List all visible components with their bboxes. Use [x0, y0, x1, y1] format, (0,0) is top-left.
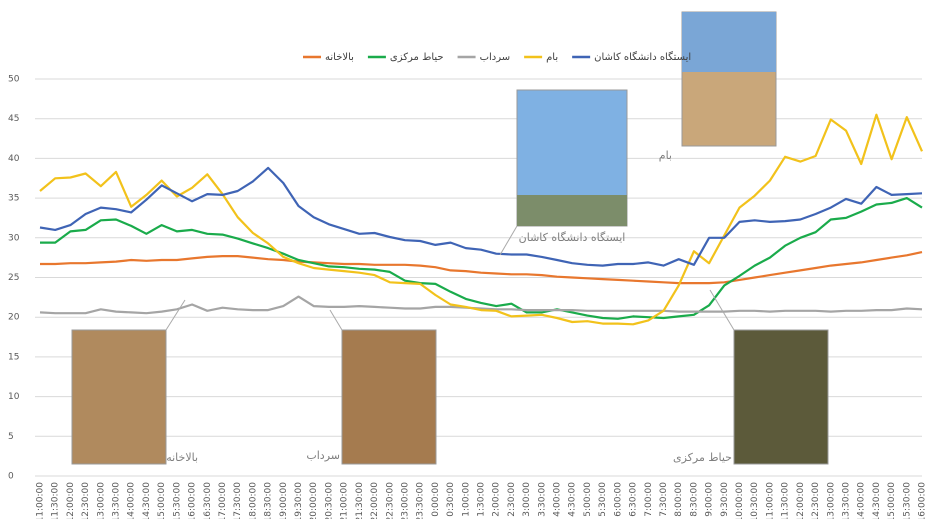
x-tick-label: 10:00:00 [735, 482, 745, 519]
x-tick-label: 15:30:00 [172, 482, 182, 519]
y-tick-label: 15 [8, 352, 19, 362]
leader-line [709, 289, 735, 331]
x-tick-label: 13:30:00 [841, 482, 851, 519]
x-tick-label: 18:30:00 [264, 482, 274, 519]
photos [71, 11, 829, 465]
x-tick-label: 12:00:00 [66, 482, 76, 519]
series-line [39, 295, 923, 315]
x-tick-label: 7:30:00 [659, 482, 669, 517]
y-tick-label: 5 [8, 432, 14, 442]
x-tick-label: 17:30:00 [233, 482, 243, 519]
x-tick-label: 15:00:00 [887, 482, 897, 519]
x-tick-label: 1:30:00 [477, 482, 487, 517]
x-tick-label: 9:30:00 [720, 482, 730, 517]
legend-label: بام [546, 52, 558, 63]
x-tick-label: 16:30:00 [203, 482, 213, 519]
x-tick-label: 5:00:00 [583, 482, 593, 517]
y-tick-label: 20 [8, 313, 20, 323]
x-tick-label: 7:00:00 [644, 482, 654, 517]
photo-courtyard [733, 329, 829, 465]
series-line [39, 166, 923, 267]
x-tick-label: 22:30:00 [385, 482, 395, 519]
x-tick-label: 13:00:00 [96, 482, 106, 519]
y-tick-label: 25 [8, 273, 19, 283]
x-tick-label: 6:00:00 [613, 482, 623, 517]
x-tick-label: 19:00:00 [279, 482, 289, 519]
x-tick-label: 16:00:00 [188, 482, 198, 519]
x-tick-label: 21:30:00 [355, 482, 365, 519]
y-tick-label: 35 [8, 194, 19, 204]
annotation: بام [659, 149, 672, 162]
x-tick-label: 2:00:00 [492, 482, 502, 517]
x-tick-label: 12:30:00 [811, 482, 821, 519]
legend-label: حیاط مرکزی [390, 52, 444, 63]
x-tick-label: 23:00:00 [400, 482, 410, 519]
y-tick-label: 50 [8, 75, 20, 85]
x-tick-label: 3:30:00 [537, 482, 547, 517]
x-tick-label: 11:00:00 [765, 482, 775, 519]
x-tick-label: 2:30:00 [507, 482, 517, 517]
leader-line [329, 309, 343, 331]
x-tick-label: 14:00:00 [127, 482, 137, 519]
x-tick-label: 8:30:00 [689, 482, 699, 517]
x-tick-label: 14:00:00 [857, 482, 867, 519]
x-tick-label: 0:00:00 [431, 482, 441, 517]
x-tick-label: 17:00:00 [218, 482, 228, 519]
y-tick-label: 40 [8, 154, 20, 164]
photo-station-ground [517, 195, 627, 226]
y-tick-label: 0 [8, 472, 14, 482]
legend-label: بالاخانه [325, 52, 354, 63]
x-tick-label: 11:00:00 [36, 482, 46, 519]
photo-sardab [341, 329, 437, 465]
annotation: سرداب [306, 449, 340, 462]
x-tick-label: 9:00:00 [705, 482, 715, 517]
legend-label: سرداب [480, 52, 511, 63]
y-tick-label: 10 [8, 392, 20, 402]
x-tick-label: 4:00:00 [553, 482, 563, 517]
x-tick-label: 15:00:00 [157, 482, 167, 519]
annotation: بالاخانه [166, 451, 198, 464]
x-tick-label: 21:00:00 [340, 482, 350, 519]
legend-label: ایستگاه دانشگاه کاشان [594, 51, 691, 63]
series-line [40, 197, 923, 320]
x-tick-label: 20:00:00 [309, 482, 319, 519]
x-tick-label: 19:30:00 [294, 482, 304, 519]
photo-balakhaneh [71, 329, 167, 465]
x-tick-label: 18:00:00 [248, 482, 258, 519]
x-tick-label: 11:30:00 [51, 482, 61, 519]
x-tick-label: 12:00:00 [796, 482, 806, 519]
x-tick-label: 22:00:00 [370, 482, 380, 519]
series-line [39, 113, 924, 326]
x-tick-label: 16:00:00 [918, 482, 925, 519]
y-tick-label: 45 [8, 114, 19, 124]
annotation: حیاط مرکزی [673, 451, 732, 464]
leader-line [499, 225, 518, 256]
photo-roof-sky [682, 12, 776, 72]
x-tick-label: 8:00:00 [674, 482, 684, 517]
x-tick-label: 5:30:00 [598, 482, 608, 517]
annotation: ایستگاه دانشگاه کاشان [519, 231, 626, 244]
x-tick-label: 11:30:00 [781, 482, 791, 519]
x-tick-label: 23:30:00 [416, 482, 426, 519]
x-tick-label: 6:30:00 [629, 482, 639, 517]
x-tick-label: 1:00:00 [461, 482, 471, 517]
x-tick-label: 13:00:00 [826, 482, 836, 519]
x-tick-label: 4:30:00 [568, 482, 578, 517]
series-line [40, 251, 923, 285]
x-tick-label: 3:00:00 [522, 482, 532, 517]
leader-line [165, 299, 186, 331]
x-tick-label: 20:30:00 [324, 482, 334, 519]
lines [39, 113, 924, 326]
x-tick-label: 10:30:00 [750, 482, 760, 519]
x-tick-label: 15:30:00 [902, 482, 912, 519]
x-tick-label: 0:30:00 [446, 482, 456, 517]
x-tick-label: 14:30:00 [142, 482, 152, 519]
x-tick-label: 12:30:00 [81, 482, 91, 519]
y-tick-label: 30 [8, 233, 20, 243]
x-tick-label: 14:30:00 [872, 482, 882, 519]
x-tick-label: 13:30:00 [112, 482, 122, 519]
